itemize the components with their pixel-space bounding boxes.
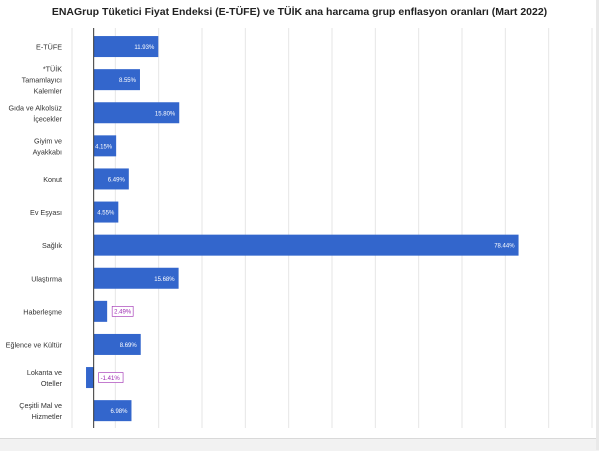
- bar: [86, 367, 94, 389]
- data-label: 2.49%: [114, 310, 132, 316]
- bar: [93, 234, 519, 256]
- bar: [93, 300, 108, 322]
- right-edge-border: [596, 0, 599, 450]
- category-label: Ayakkabı: [33, 147, 62, 156]
- category-label: *TÜİK: [43, 65, 62, 74]
- category-label: Gıda ve Alkolsüz: [8, 103, 62, 112]
- data-label: 4.15%: [95, 144, 113, 150]
- bar: [93, 69, 140, 91]
- category-label: Eğlence ve Kültür: [6, 340, 63, 349]
- bar: [93, 333, 141, 355]
- data-label: 4.55%: [97, 211, 115, 217]
- data-label-box: [98, 372, 124, 383]
- category-label: Kalemler: [34, 87, 63, 96]
- data-label: 8.55%: [119, 78, 137, 84]
- bar: [93, 400, 132, 422]
- bar: [93, 267, 179, 289]
- category-label: Haberleşme: [23, 307, 62, 316]
- category-label: Oteller: [41, 379, 63, 388]
- category-label: Konut: [43, 175, 62, 184]
- data-label: -1.41%: [101, 376, 121, 382]
- data-label: 11.93%: [134, 45, 155, 51]
- data-label: 15.80%: [155, 111, 176, 117]
- bar: [93, 36, 159, 58]
- bar: [93, 201, 119, 223]
- data-label: 6.49%: [108, 177, 126, 183]
- data-label-box: [111, 306, 134, 317]
- category-label: Giyim ve: [34, 136, 62, 145]
- data-label: 78.44%: [494, 244, 515, 250]
- category-label: Çeşitli Mal ve: [19, 401, 62, 410]
- bar: [93, 168, 129, 190]
- data-label: 8.69%: [120, 343, 138, 349]
- bottom-scroll-strip: [0, 438, 599, 451]
- data-label: 15.68%: [154, 277, 175, 283]
- category-label: Sağlık: [42, 241, 62, 250]
- category-label: E-TÜFE: [36, 43, 62, 52]
- data-label: 6.98%: [110, 409, 128, 415]
- category-label: Lokanta ve: [27, 368, 62, 377]
- bar: [93, 102, 180, 124]
- chart-title: ENAGrup Tüketici Fiyat Endeksi (E-TÜFE) …: [51, 6, 548, 18]
- category-label: İçecekler: [33, 114, 62, 123]
- category-label: Ev Eşyası: [30, 208, 62, 217]
- category-label: Hizmetler: [32, 412, 63, 421]
- category-label: Tamamlayıcı: [22, 76, 62, 85]
- category-label: Ulaştırma: [31, 274, 62, 283]
- bar: [93, 135, 117, 157]
